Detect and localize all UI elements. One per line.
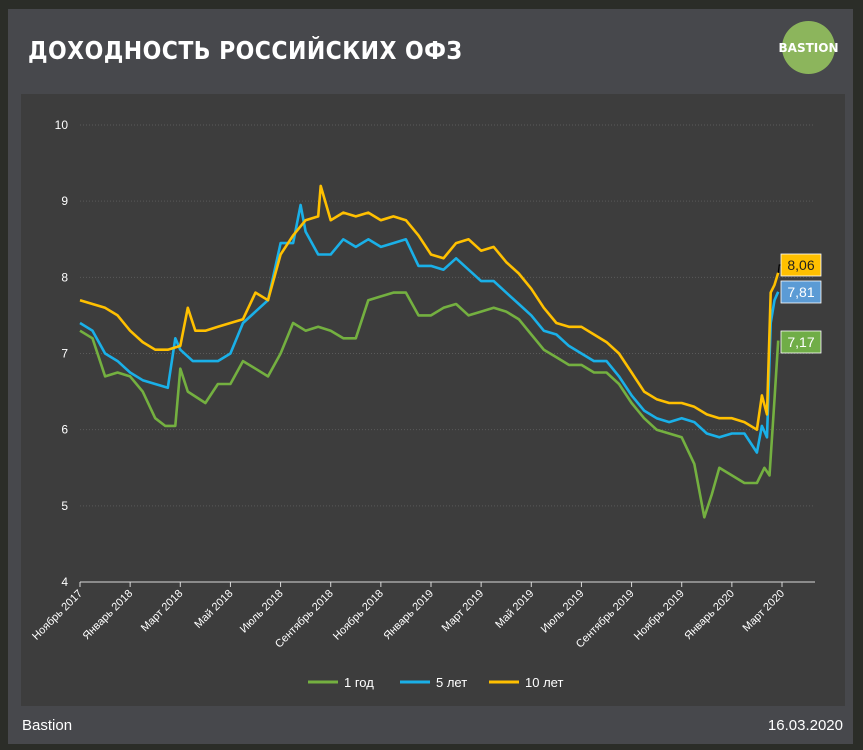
series-line-orange	[79, 184, 780, 431]
end-label-box-orange	[780, 253, 822, 277]
x-tick-label: Ноябрь 2018	[331, 588, 386, 643]
x-tick-label: Март 2019	[440, 588, 487, 635]
series-line-blue	[79, 203, 780, 454]
legend-label: 5 лет	[436, 675, 467, 690]
y-tick-label: 10	[55, 118, 69, 132]
footer-source: Bastion	[22, 717, 73, 734]
legend: 1 год 5 лет 10 лет	[308, 675, 563, 690]
legend-label: 10 лет	[525, 675, 563, 690]
end-label-box-blue	[780, 280, 822, 304]
y-tick-label: 9	[61, 194, 68, 208]
end-label-blue: 7,81	[787, 284, 814, 300]
end-label-green: 7,17	[787, 334, 814, 350]
bastion-logo: BASTION	[779, 21, 839, 74]
x-tick-label: Ноябрь 2017	[30, 588, 85, 643]
y-axis: 4 5 6 7 8 9 10	[55, 118, 69, 589]
legend-label: 1 год	[344, 675, 374, 690]
y-tick-label: 4	[61, 575, 68, 589]
y-tick-label: 6	[61, 423, 68, 437]
x-tick-label: Июль 2018	[238, 588, 286, 636]
x-tick-label: Март 2018	[139, 588, 186, 635]
grid	[80, 124, 815, 507]
x-tick-label: Май 2019	[493, 588, 536, 631]
x-tick-label: Январь 2018	[81, 588, 136, 643]
x-tick-label: Май 2018	[192, 588, 235, 631]
chart-panel	[21, 94, 845, 706]
y-tick-label: 7	[61, 347, 68, 361]
x-tick-label: Январь 2020	[682, 588, 737, 643]
series-lines	[79, 184, 780, 519]
x-tick-label: Июль 2019	[539, 588, 587, 636]
y-tick-label: 8	[61, 270, 68, 284]
end-labels: 7,17 7,81 8,06	[777, 253, 822, 354]
x-tick-label: Ноябрь 2019	[632, 588, 687, 643]
x-tick-label: Март 2020	[741, 588, 788, 635]
x-tick-label: Январь 2019	[382, 588, 437, 643]
footer-date: 16.03.2020	[767, 717, 843, 734]
label-leader-line	[777, 264, 781, 273]
y-tick-label: 5	[61, 499, 68, 513]
end-label-box-green	[780, 330, 822, 354]
series-line-green	[79, 291, 780, 519]
page-title: ДОХОДНОСТЬ РОССИЙСКИХ ОФЗ	[28, 36, 463, 65]
end-label-orange: 8,06	[787, 257, 814, 273]
